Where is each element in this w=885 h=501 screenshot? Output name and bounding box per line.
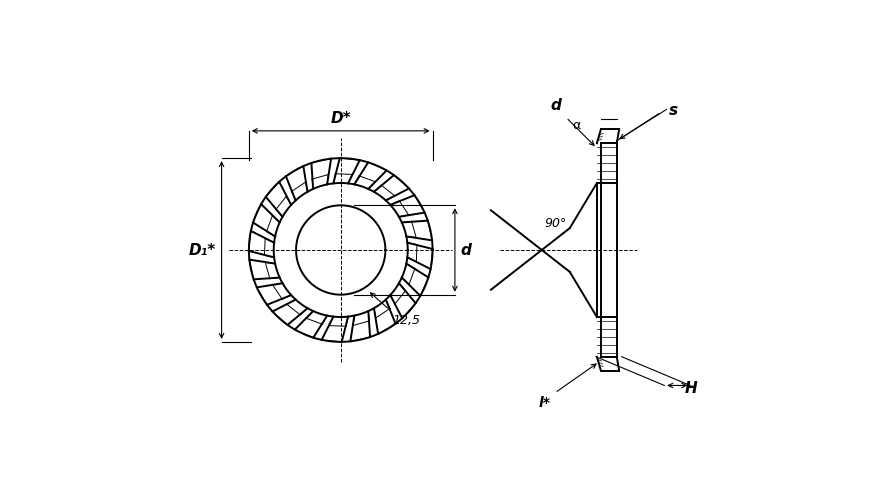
Text: 12,5: 12,5 bbox=[392, 313, 420, 326]
Text: d: d bbox=[461, 243, 472, 258]
Text: D*: D* bbox=[330, 111, 351, 126]
Text: 90°: 90° bbox=[544, 217, 566, 229]
Text: D₁*: D₁* bbox=[189, 243, 216, 258]
Text: H: H bbox=[685, 381, 697, 396]
Text: l*: l* bbox=[539, 396, 550, 410]
Text: d: d bbox=[550, 98, 561, 113]
Text: α: α bbox=[572, 119, 580, 132]
Text: s: s bbox=[669, 103, 678, 118]
